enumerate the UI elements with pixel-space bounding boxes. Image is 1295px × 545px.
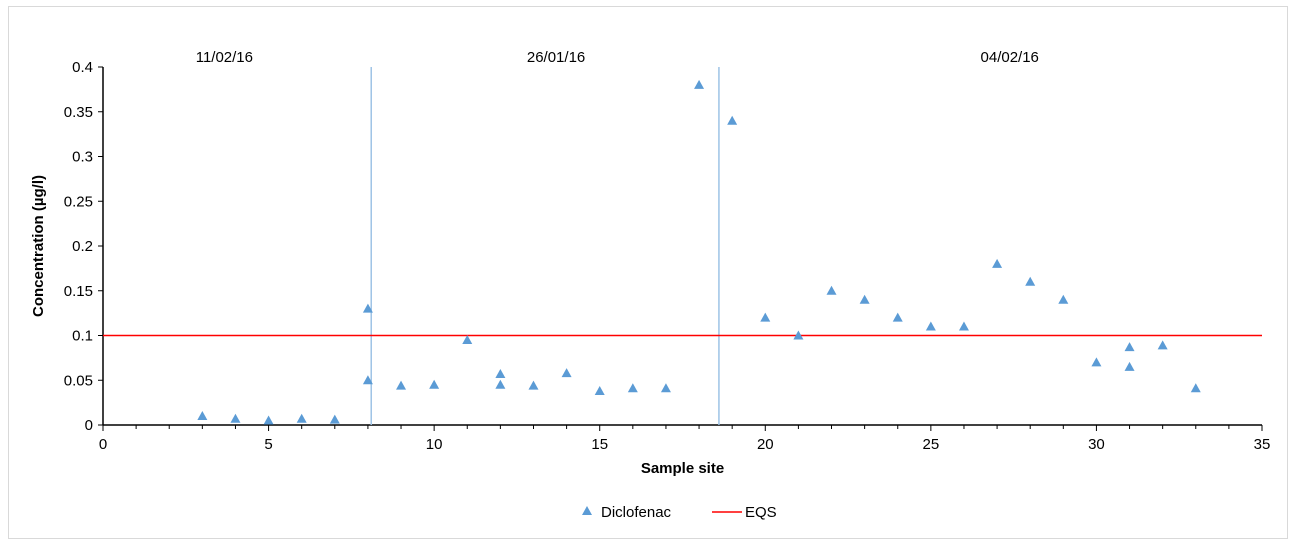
y-tick-label: 0.2 <box>72 238 93 255</box>
diclofenac-point <box>362 375 373 385</box>
y-tick-label: 0.4 <box>72 59 93 76</box>
x-tick-label: 20 <box>757 436 774 453</box>
diclofenac-point <box>197 411 208 421</box>
diclofenac-point <box>362 303 373 313</box>
x-tick-label: 35 <box>1254 436 1271 453</box>
chart-frame <box>8 6 1288 539</box>
legend-diclofenac-label: Diclofenac <box>601 504 672 521</box>
period-label: 04/02/16 <box>981 49 1039 66</box>
y-tick-label: 0.05 <box>64 372 93 389</box>
diclofenac-point <box>495 368 506 378</box>
diclofenac-point <box>1025 276 1036 286</box>
y-tick-label: 0.15 <box>64 283 93 300</box>
diclofenac-point <box>1124 342 1135 352</box>
diclofenac-point <box>694 79 705 89</box>
diclofenac-point <box>230 413 241 423</box>
x-tick-label: 0 <box>99 436 107 453</box>
y-tick-label: 0.25 <box>64 193 93 210</box>
plot-area: 0 0.05 0.1 0.15 0.2 0.25 0.3 0.35 0.4 0 5 10 15 20 25 3… <box>64 49 1271 453</box>
diclofenac-point <box>859 294 870 304</box>
diclofenac-point <box>561 368 572 378</box>
diclofenac-point <box>462 334 473 344</box>
diclofenac-point <box>727 115 738 125</box>
x-tick-label: 5 <box>264 436 272 453</box>
diclofenac-point <box>958 321 969 331</box>
diclofenac-point <box>429 379 440 389</box>
diclofenac-point <box>992 258 1003 268</box>
diclofenac-point <box>892 312 903 322</box>
diclofenac-point <box>826 285 837 295</box>
y-axis-title: Concentration (µg/l) <box>30 175 47 317</box>
diclofenac-point <box>760 312 771 322</box>
diclofenac-point <box>495 379 506 389</box>
y-tick-label: 0.3 <box>72 149 93 166</box>
diclofenac-point <box>594 385 605 395</box>
legend: Diclofenac EQS <box>582 504 777 521</box>
legend-diclofenac-marker <box>582 506 592 515</box>
y-tick-label: 0 <box>85 417 93 434</box>
diclofenac-point <box>396 380 407 390</box>
diclofenac-point <box>1058 294 1069 304</box>
period-label: 26/01/16 <box>527 49 585 66</box>
diclofenac-point <box>660 383 671 393</box>
diclofenac-point <box>329 414 340 424</box>
x-tick-label: 15 <box>591 436 608 453</box>
diclofenac-point <box>1091 357 1102 367</box>
diclofenac-point <box>1190 383 1201 393</box>
diclofenac-point <box>627 383 638 393</box>
diclofenac-point <box>296 413 307 423</box>
y-tick-label: 0.35 <box>64 104 93 121</box>
diclofenac-point <box>793 330 804 340</box>
y-tick-label: 0.1 <box>72 328 93 345</box>
x-tick-label: 30 <box>1088 436 1105 453</box>
x-tick-label: 10 <box>426 436 443 453</box>
x-tick-label: 25 <box>923 436 940 453</box>
diclofenac-point <box>925 321 936 331</box>
diclofenac-point <box>528 380 539 390</box>
diclofenac-point <box>1124 361 1135 371</box>
period-label: 11/02/16 <box>196 49 253 66</box>
x-axis-title: Sample site <box>641 460 724 477</box>
diclofenac-point <box>1157 340 1168 350</box>
legend-eqs-label: EQS <box>745 504 777 521</box>
diclofenac-point <box>263 415 274 425</box>
